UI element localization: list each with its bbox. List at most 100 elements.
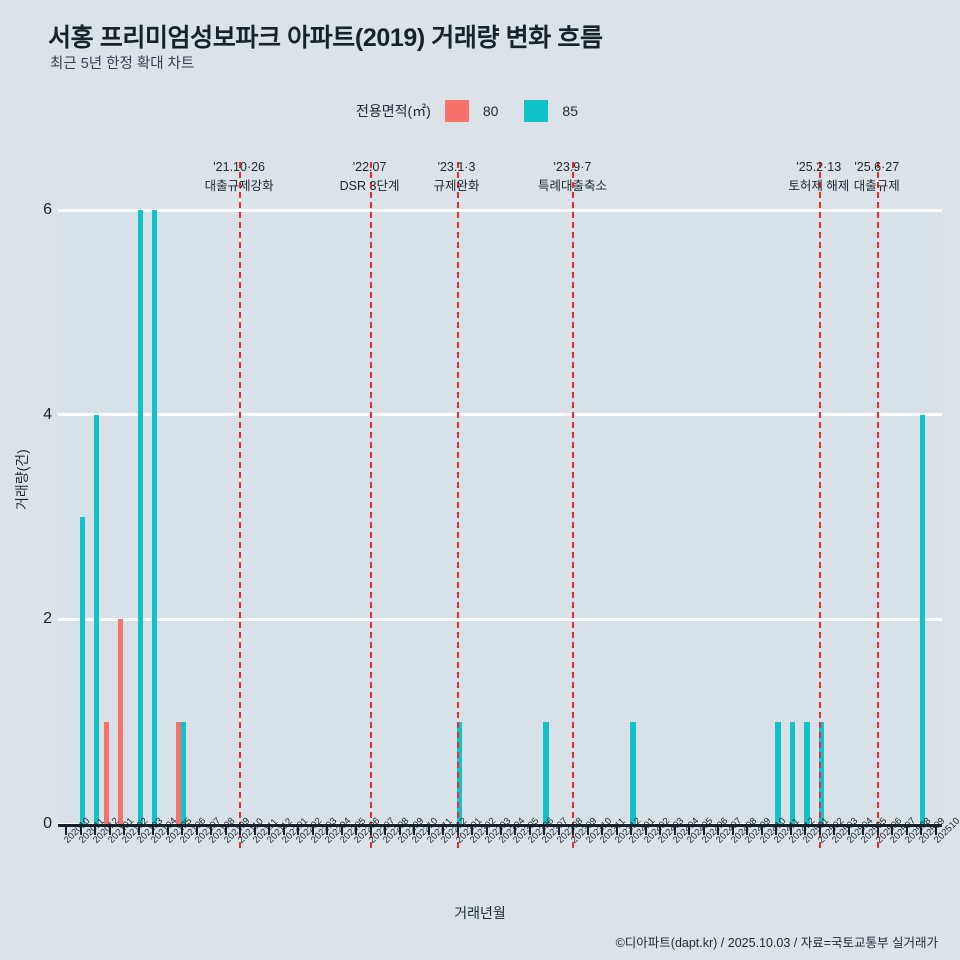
x-tick: [920, 824, 923, 835]
bar[interactable]: [181, 721, 187, 824]
x-tick: [586, 824, 589, 835]
event-name: 토허제 해제: [788, 179, 850, 194]
x-tick: [934, 824, 937, 835]
event-name: 특례대출축소: [537, 179, 607, 194]
bar[interactable]: [775, 721, 781, 824]
legend-item-80[interactable]: 80: [444, 100, 525, 122]
x-tick: [644, 824, 647, 835]
event-date: '21.10·26: [213, 160, 266, 174]
x-tick: [731, 824, 734, 835]
x-tick: [500, 824, 502, 835]
x-tick: [94, 824, 97, 835]
x-tick: [369, 824, 372, 835]
event-name: 대출규제: [853, 179, 900, 194]
bar[interactable]: [117, 619, 124, 824]
event-date: '25.6·27: [854, 160, 900, 174]
y-tick-label: 6: [43, 201, 52, 218]
bar[interactable]: [818, 721, 825, 824]
event-label: '22.07 DSR 3단계: [340, 158, 400, 197]
bar[interactable]: [94, 414, 100, 824]
event-line: [369, 162, 372, 848]
bar[interactable]: [456, 721, 462, 824]
x-tick: [398, 824, 401, 835]
x-tick: [847, 824, 850, 835]
x-tick: [775, 824, 778, 835]
x-tick: [601, 824, 604, 835]
event-label: '23.9·7 특례대출축소: [538, 158, 607, 197]
x-tick: [876, 824, 879, 835]
x-tick: [413, 824, 416, 835]
x-tick: [152, 824, 155, 835]
event-label: '21.10·26 대출규제강화: [205, 158, 274, 197]
x-tick: [746, 824, 749, 835]
x-tick: [282, 824, 285, 835]
x-axis-title: 거래년월: [454, 905, 506, 921]
event-label: '25.2·13 토허제 해제: [788, 158, 849, 197]
x-tick: [891, 824, 894, 835]
event-date: '25.2·13: [796, 160, 842, 174]
x-tick: [297, 824, 300, 835]
event-label: '23.1·3 규제완화: [434, 158, 480, 197]
x-tick: [543, 824, 546, 835]
x-tick: [384, 824, 387, 835]
y-tick-label: 0: [43, 815, 52, 832]
x-tick: [557, 824, 560, 835]
x-tick: [862, 824, 865, 835]
x-tick: [471, 824, 474, 835]
gridline: [58, 617, 942, 621]
event-name: DSR 3단계: [339, 179, 400, 194]
x-tick: [572, 824, 575, 835]
bar[interactable]: [79, 517, 85, 824]
x-tick: [456, 824, 459, 835]
x-tick: [123, 824, 126, 835]
bar[interactable]: [630, 721, 636, 824]
page-subtitle: 최근 5년 한정 확대 차트: [50, 56, 195, 72]
x-tick: [239, 824, 242, 835]
x-tick: [65, 824, 68, 835]
bar[interactable]: [804, 721, 810, 824]
gridline: [58, 413, 942, 417]
event-name: 규제완화: [433, 179, 480, 194]
bar[interactable]: [789, 721, 796, 824]
x-tick: [326, 824, 329, 835]
legend-item-85[interactable]: 85: [524, 100, 604, 122]
legend-title: 전용면적(㎡): [355, 103, 431, 119]
x-tick: [485, 824, 488, 835]
x-tick: [108, 824, 111, 835]
bar[interactable]: [103, 721, 109, 824]
legend-swatch-80: [444, 100, 469, 122]
event-line: [239, 162, 242, 848]
event-line: [456, 162, 459, 848]
x-tick: [210, 824, 213, 835]
x-tick: [181, 824, 184, 835]
bar[interactable]: [920, 414, 926, 824]
bar[interactable]: [543, 721, 549, 824]
x-tick: [340, 824, 343, 835]
bar[interactable]: [152, 210, 158, 824]
x-axis: 202010 202011 202012 202101 202102 202103 2021…: [58, 816, 960, 846]
x-tick: [833, 824, 836, 835]
x-tick: [630, 824, 633, 835]
footer-credit: ©디아파트(dapt.kr) / 2025.10.03 / 자료=국토교통부 실…: [615, 936, 938, 950]
chart-legend: 전용면적(㎡) 80 85: [0, 100, 960, 122]
bar[interactable]: [137, 210, 143, 824]
x-tick: [702, 824, 705, 835]
x-tick: [79, 824, 82, 835]
event-date: '23.9·7: [553, 160, 592, 174]
y-tick-label: 2: [43, 610, 52, 628]
x-tick: [514, 824, 517, 835]
x-tick: [195, 824, 198, 835]
bar[interactable]: [175, 721, 182, 824]
x-tick: [166, 824, 169, 835]
plot-area: [58, 162, 942, 848]
event-line: [818, 162, 821, 848]
event-line: [876, 162, 879, 848]
x-tick: [268, 824, 271, 835]
x-tick: [355, 824, 358, 835]
x-tick: [615, 824, 618, 835]
y-axis-tick-labels: 0 2 4 6: [22, 201, 52, 832]
x-tick: [137, 824, 140, 835]
event-line: [572, 162, 575, 848]
x-tick: [673, 824, 676, 835]
